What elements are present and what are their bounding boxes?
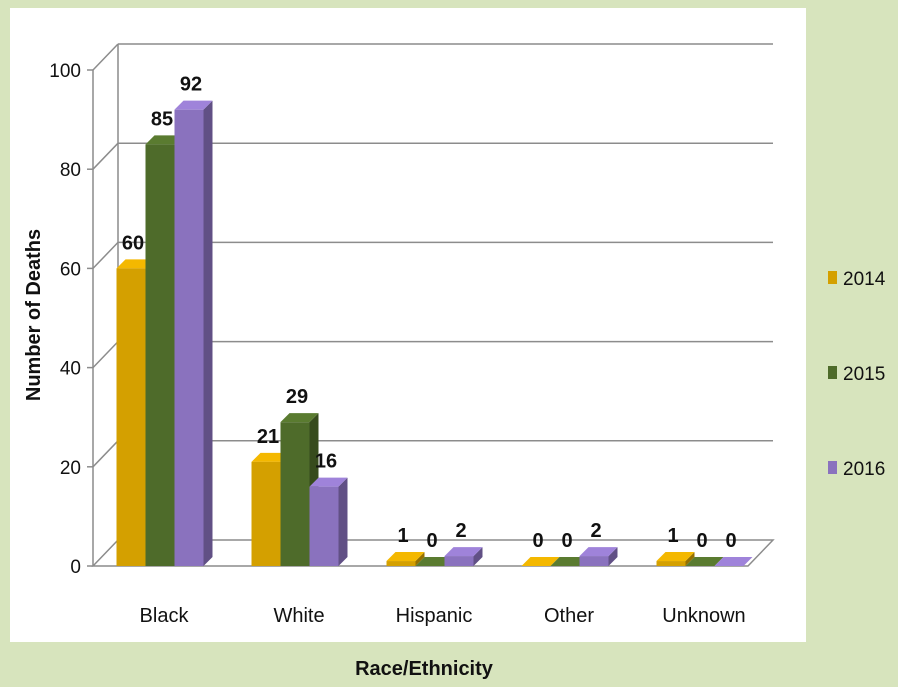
- category-label: White: [273, 605, 324, 627]
- legend: 2014 2015 2016: [828, 269, 886, 480]
- data-label: 92: [180, 74, 202, 96]
- bar-top: [444, 547, 483, 557]
- bar-top: [550, 557, 589, 566]
- bar-top: [656, 552, 695, 562]
- bar-side: [203, 100, 213, 567]
- bar-side: [415, 552, 425, 566]
- bar-side: [608, 547, 618, 566]
- legend-swatch: [828, 271, 837, 284]
- bar-top: [579, 547, 618, 557]
- data-label: 2: [590, 520, 601, 542]
- gridline-side: [92, 241, 119, 269]
- legend-item: 2015: [828, 364, 885, 385]
- data-label: 85: [151, 108, 173, 130]
- bar-side: [473, 547, 483, 566]
- legend-label: 2014: [843, 269, 886, 290]
- bar: [444, 547, 483, 566]
- bar-front: [579, 556, 609, 566]
- bar-top: [116, 259, 155, 269]
- category-label: Other: [544, 605, 594, 627]
- y-tick-labels: 0 20 40 60 80 100: [49, 61, 81, 578]
- data-label: 0: [532, 530, 543, 552]
- gridline-side: [92, 440, 119, 468]
- bar-front: [280, 422, 310, 566]
- bar-front: [386, 561, 416, 566]
- bar-top: [280, 413, 319, 423]
- data-label: 1: [667, 525, 678, 547]
- y-tick-label: 20: [60, 458, 81, 479]
- data-label: 21: [257, 426, 279, 448]
- data-label: 16: [315, 451, 337, 473]
- legend-item: 2014: [828, 269, 886, 290]
- legend-label: 2015: [843, 364, 885, 385]
- bar-front: [656, 561, 686, 566]
- category-label: Hispanic: [396, 605, 473, 627]
- y-tick-label: 0: [70, 557, 81, 578]
- legend-item: 2016: [828, 459, 885, 480]
- bar: [579, 547, 618, 566]
- category-label: Black: [140, 605, 190, 627]
- bar-side: [338, 477, 348, 566]
- data-label: 60: [122, 232, 144, 254]
- y-tick-label: 60: [60, 259, 81, 280]
- bar-front: [116, 268, 146, 566]
- bar: [309, 477, 348, 566]
- bar-top: [415, 557, 454, 566]
- bar-front: [251, 461, 281, 566]
- bar-top: [685, 557, 724, 566]
- bar: [174, 100, 213, 567]
- bar-top: [386, 552, 425, 562]
- legend-swatch: [828, 461, 837, 474]
- bar: [386, 552, 425, 566]
- y-axis-title: Number of Deaths: [23, 229, 45, 401]
- legend-swatch: [828, 366, 837, 379]
- bar: [685, 557, 724, 566]
- bar: [521, 557, 560, 566]
- bar: [656, 552, 695, 566]
- data-label: 29: [286, 386, 308, 408]
- bar: [550, 557, 589, 566]
- gridline-side: [92, 142, 119, 170]
- x-axis-title: Race/Ethnicity: [355, 658, 494, 680]
- bar-front: [309, 486, 339, 566]
- bar-side: [685, 552, 695, 566]
- data-label: 0: [561, 530, 572, 552]
- bar-front: [145, 144, 175, 566]
- bar-top: [309, 477, 348, 487]
- bar-front: [174, 109, 204, 567]
- gridline-side: [92, 341, 119, 369]
- bar-top: [521, 557, 560, 566]
- bar-top: [174, 100, 213, 110]
- data-label: 1: [397, 525, 408, 547]
- bar-top: [251, 452, 290, 462]
- category-label: Unknown: [662, 605, 745, 627]
- bar: [714, 557, 753, 566]
- y-tick-label: 80: [60, 160, 81, 181]
- data-label: 0: [696, 530, 707, 552]
- y-tick-label: 40: [60, 359, 81, 380]
- data-label: 0: [426, 530, 437, 552]
- bar: [415, 557, 454, 566]
- data-label: 2: [455, 520, 466, 542]
- legend-label: 2016: [843, 459, 885, 480]
- category-labels: Black White Hispanic Other Unknown: [140, 605, 746, 627]
- bar-front: [444, 556, 474, 566]
- y-tick-label: 100: [49, 61, 81, 82]
- gridline-side: [92, 43, 119, 71]
- bar-top: [145, 135, 184, 145]
- bars: [116, 100, 753, 567]
- data-label: 0: [725, 530, 736, 552]
- bar-top: [714, 557, 753, 566]
